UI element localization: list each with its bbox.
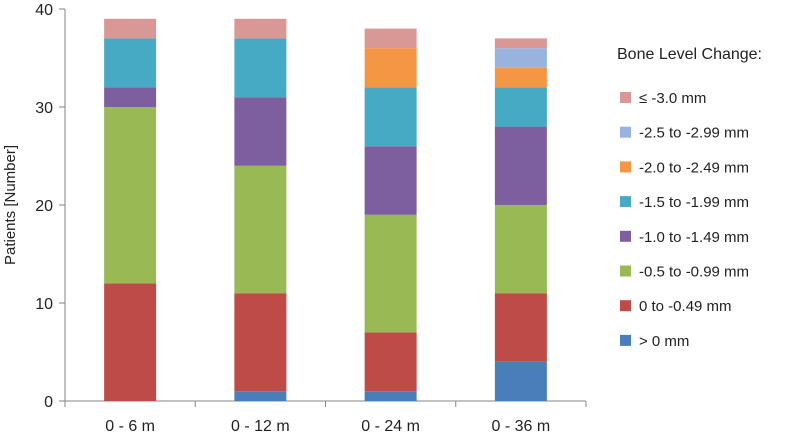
legend-swatch <box>620 230 631 242</box>
x-tick-label: 0 - 12 m <box>231 418 290 435</box>
bar-segment <box>494 48 547 68</box>
bar-segment <box>104 87 157 107</box>
legend-label: -0.5 to -0.99 mm <box>639 264 749 281</box>
bar-segment <box>494 67 547 88</box>
legend-swatch <box>620 92 631 103</box>
bar-segment <box>364 391 417 401</box>
bar-segment <box>494 87 547 127</box>
legend-swatch <box>620 196 631 208</box>
x-tick-label: 0 - 24 m <box>361 418 420 435</box>
bars <box>104 18 547 401</box>
legend-swatch <box>620 126 631 138</box>
bar-segment <box>234 97 287 166</box>
bar-segment <box>104 283 157 401</box>
legend: Bone Level Change: ≤ -3.0 mm -2.5 to -2.9… <box>617 46 762 350</box>
bar-segment <box>494 205 547 294</box>
bar-segment <box>104 38 157 88</box>
bar-segment <box>234 18 287 39</box>
legend-swatch <box>620 334 631 346</box>
bar-segment <box>104 107 157 284</box>
legend-swatch <box>620 300 631 312</box>
bar-segment <box>364 146 417 215</box>
legend-label: > 0 mm <box>639 333 689 350</box>
bar-segment <box>234 165 287 294</box>
legend-label: -1.5 to -1.99 mm <box>639 194 749 211</box>
bar-segment <box>234 38 287 98</box>
y-tick-label: 0 <box>44 394 53 411</box>
legend-swatch <box>620 161 631 173</box>
legend-label: ≤ -3.0 mm <box>639 90 706 107</box>
y-axis: 0 10 20 30 40 <box>35 2 66 411</box>
bar-segment <box>494 126 547 205</box>
x-axis: 0 - 6 m 0 - 12 m 0 - 24 m 0 - 36 m <box>64 400 587 435</box>
bar-segment <box>234 391 287 401</box>
y-axis-title: Patients [Number] <box>2 145 19 265</box>
legend-label: -2.0 to -2.49 mm <box>639 159 749 176</box>
x-tick-label: 0 - 6 m <box>105 418 155 435</box>
legend-label: 0 to -0.49 mm <box>639 298 732 315</box>
bar-segment <box>494 293 547 362</box>
bar-segment <box>234 293 287 392</box>
bar-segment <box>364 48 417 88</box>
bar-segment <box>104 18 157 39</box>
bar-segment <box>494 361 547 401</box>
y-tick-label: 30 <box>35 100 53 117</box>
bar-segment <box>494 38 547 49</box>
legend-title: Bone Level Change: <box>617 46 762 63</box>
bar-segment <box>364 28 417 49</box>
bar-segment <box>364 214 417 333</box>
legend-swatch <box>620 265 631 277</box>
bar-segment <box>364 332 417 392</box>
bar-segment <box>364 87 417 147</box>
y-tick-label: 40 <box>35 2 53 19</box>
legend-label: -2.5 to -2.99 mm <box>639 125 749 142</box>
y-tick-label: 10 <box>35 296 53 313</box>
legend-label: -1.0 to -1.49 mm <box>639 229 749 246</box>
y-tick-label: 20 <box>35 198 53 215</box>
x-tick-label: 0 - 36 m <box>492 418 551 435</box>
